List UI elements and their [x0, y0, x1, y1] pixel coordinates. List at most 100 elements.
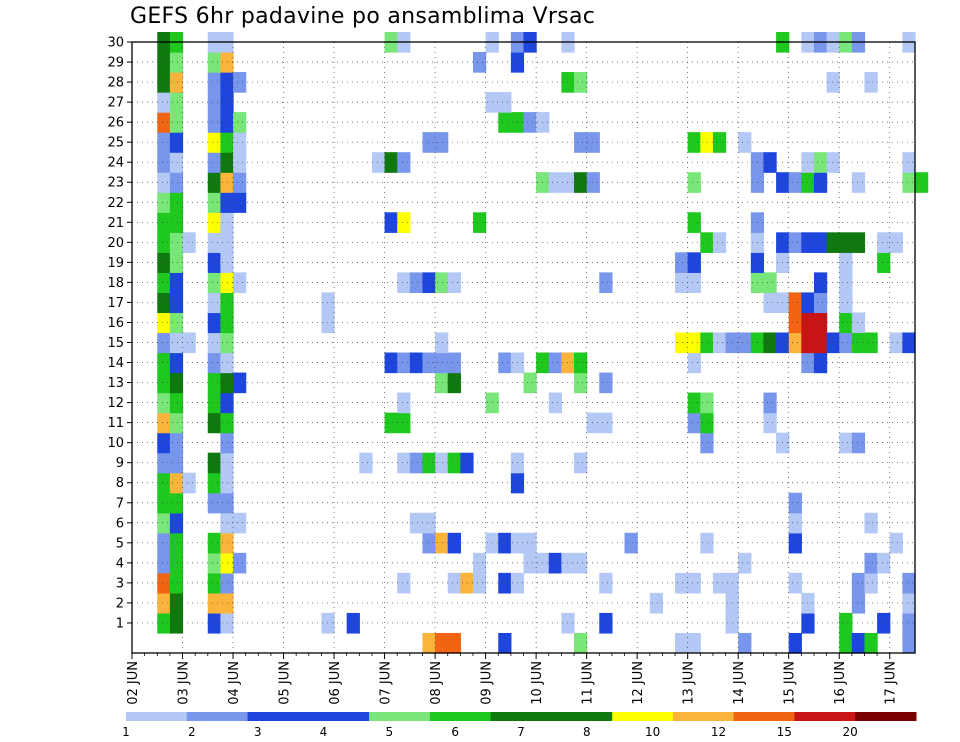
heatmap-cell	[877, 232, 891, 253]
heatmap-cell	[700, 332, 714, 354]
heatmap-cell	[169, 592, 184, 614]
heatmap-cell	[397, 272, 411, 294]
heatmap-cell	[169, 392, 184, 414]
heatmap-cell	[182, 472, 196, 494]
heatmap-cell	[561, 612, 575, 634]
y-tick-label: 22	[107, 196, 124, 211]
heatmap-cell	[207, 212, 221, 233]
heatmap-cell	[788, 332, 802, 354]
heatmap-cell	[207, 572, 221, 594]
heatmap-cell	[826, 332, 840, 354]
heatmap-cell	[169, 192, 184, 213]
heatmap-cell	[169, 152, 184, 173]
heatmap-cell	[233, 112, 247, 133]
heatmap-cell	[397, 412, 411, 434]
heatmap-cell	[157, 132, 171, 153]
heatmap-cell	[157, 452, 171, 474]
heatmap-cell	[157, 612, 171, 634]
heatmap-cell	[700, 132, 714, 153]
heatmap-cell	[839, 272, 853, 294]
heatmap-cell	[422, 132, 436, 153]
y-tick-label: 8	[116, 476, 124, 491]
heatmap-cell	[321, 612, 335, 634]
x-tick-label: 15 JUN	[783, 661, 798, 705]
heatmap-cell	[574, 372, 588, 394]
heatmap-cell	[839, 252, 853, 273]
heatmap-cell	[384, 352, 398, 374]
y-tick-label: 19	[107, 256, 124, 271]
heatmap-cell	[157, 152, 171, 173]
heatmap-cell	[839, 332, 853, 354]
heatmap-cell	[169, 472, 184, 494]
heatmap-cell	[548, 172, 562, 193]
heatmap-cell	[207, 252, 221, 273]
heatmap-cell	[157, 472, 171, 494]
heatmap-cell	[763, 292, 777, 314]
heatmap-cell	[877, 612, 891, 634]
heatmap-cell	[169, 292, 184, 314]
heatmap-cell	[157, 272, 171, 294]
heatmap-cell	[233, 552, 247, 574]
legend-swatch	[126, 712, 188, 721]
heatmap-cell	[763, 392, 777, 414]
heatmap-cell	[233, 72, 247, 93]
heatmap-cell	[472, 572, 487, 594]
heatmap-cell	[409, 352, 424, 374]
heatmap-cell	[851, 312, 866, 334]
heatmap-cell	[207, 172, 221, 193]
heatmap-cell	[207, 72, 221, 93]
heatmap-cell	[839, 632, 853, 654]
heatmap-cell	[788, 292, 802, 314]
y-tick-label: 18	[107, 276, 124, 291]
legend-swatch	[186, 712, 249, 721]
heatmap-cell	[384, 152, 398, 173]
heatmap-cell	[169, 352, 184, 374]
heatmap-cell	[157, 552, 171, 574]
heatmap-cell	[712, 132, 727, 153]
heatmap-cell	[700, 432, 714, 454]
heatmap-cell	[169, 272, 184, 294]
heatmap-cell	[460, 572, 474, 594]
heatmap-cell	[889, 332, 903, 354]
heatmap-cell	[738, 132, 752, 153]
heatmap-cell	[813, 152, 828, 173]
y-tick-label: 29	[107, 56, 124, 71]
heatmap-cell	[472, 552, 487, 574]
heatmap-cell	[157, 112, 171, 133]
x-tick-label: 07 JUN	[379, 661, 394, 705]
y-tick-label: 24	[107, 156, 124, 171]
y-tick-label: 20	[107, 236, 124, 251]
heatmap-cell	[207, 272, 221, 294]
x-tick-label: 13 JUN	[682, 661, 697, 705]
heatmap-cell	[839, 612, 853, 634]
heatmap-cell	[813, 292, 828, 314]
heatmap-cell	[523, 112, 537, 133]
y-tick-label: 17	[107, 296, 124, 311]
heatmap-cell	[864, 332, 878, 354]
heatmap-cell	[675, 572, 689, 594]
heatmap-cell	[675, 332, 689, 354]
y-tick-label: 12	[107, 396, 124, 411]
heatmap-cell	[397, 392, 411, 414]
heatmap-cell	[561, 352, 575, 374]
heatmap-cell	[498, 352, 512, 374]
heatmap-cell	[813, 172, 828, 193]
heatmap-cell	[574, 352, 588, 374]
heatmap-cell	[233, 152, 247, 173]
legend-label: 8	[583, 725, 591, 739]
heatmap-cell	[346, 612, 360, 634]
heatmap-cell	[169, 452, 184, 474]
heatmap-cell	[447, 372, 461, 394]
heatmap-cell	[839, 312, 853, 334]
heatmap-cell	[207, 152, 221, 173]
heatmap-cell	[169, 132, 184, 153]
heatmap-cell	[422, 272, 436, 294]
heatmap-cell	[523, 372, 537, 394]
heatmap-cell	[422, 352, 436, 374]
heatmap-cell	[207, 52, 221, 73]
heatmap-cell	[157, 92, 171, 113]
heatmap-cell	[586, 412, 600, 434]
heatmap-cell	[409, 512, 424, 534]
heatmap-cell	[864, 552, 878, 574]
x-tick-label: 04 JUN	[227, 661, 242, 705]
